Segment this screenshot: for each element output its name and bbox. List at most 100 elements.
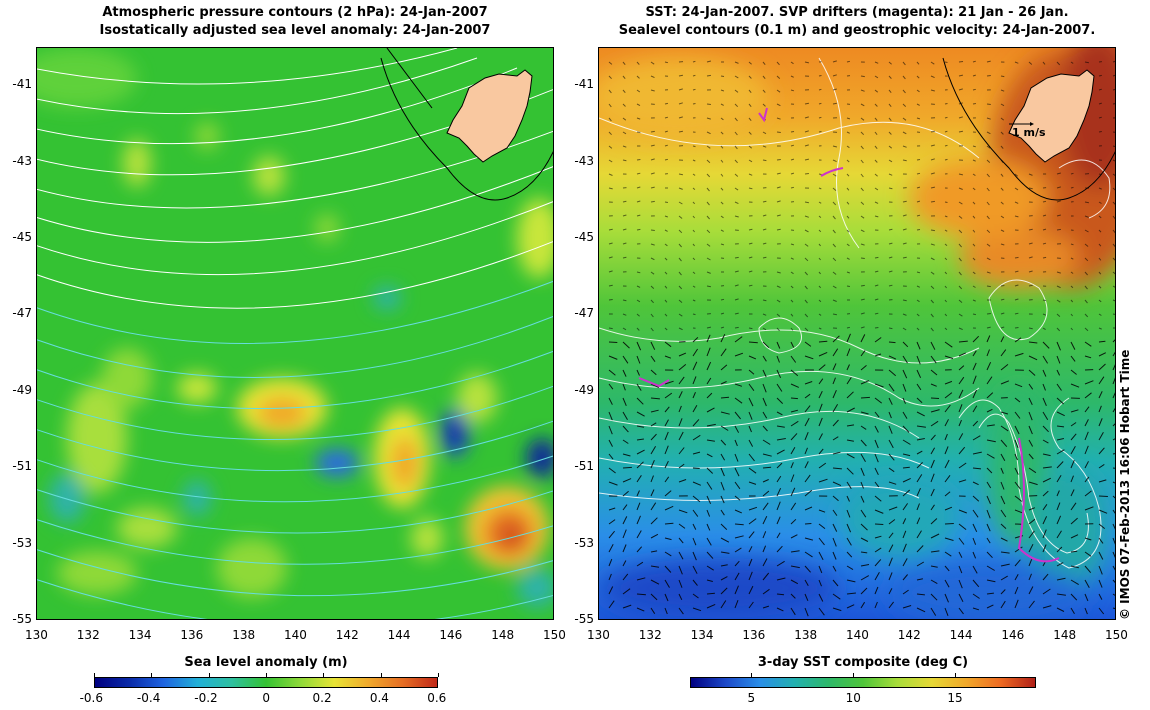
velocity-arrow <box>664 419 669 427</box>
velocity-arrow <box>846 481 852 489</box>
velocity-arrow <box>664 431 669 441</box>
velocity-arrow <box>902 159 907 162</box>
right-y-tick-label: -43 <box>574 153 594 168</box>
left-colorbar-tick-mark <box>380 673 382 677</box>
velocity-arrow <box>944 459 950 469</box>
velocity-arrow <box>664 505 674 511</box>
velocity-arrow <box>608 89 612 94</box>
velocity-arrow <box>1070 186 1074 189</box>
velocity-arrow <box>776 411 783 416</box>
velocity-arrow <box>748 341 758 344</box>
velocity-arrow <box>832 173 837 177</box>
velocity-arrow <box>608 397 613 405</box>
velocity-arrow <box>804 489 813 497</box>
velocity-arrow <box>1112 537 1115 545</box>
velocity-arrow <box>1000 312 1005 315</box>
velocity-arrow <box>1084 461 1089 469</box>
velocity-arrow <box>706 285 711 288</box>
velocity-arrow <box>888 89 892 94</box>
velocity-arrow <box>1056 515 1062 525</box>
velocity-arrow <box>748 397 754 407</box>
velocity-arrow <box>972 495 980 502</box>
velocity-arrow <box>1014 559 1021 567</box>
velocity-arrow <box>1028 228 1033 231</box>
velocity-arrow <box>762 531 767 539</box>
velocity-arrow <box>692 509 699 517</box>
velocity-arrow <box>958 173 964 176</box>
velocity-arrow <box>1112 103 1115 105</box>
velocity-arrow <box>1028 543 1034 553</box>
velocity-arrow <box>622 242 627 245</box>
velocity-arrow <box>664 327 668 331</box>
velocity-arrow <box>1042 477 1052 483</box>
velocity-arrow <box>958 271 962 276</box>
velocity-arrow <box>720 159 724 163</box>
velocity-arrow <box>1112 467 1115 469</box>
velocity-arrow <box>1112 453 1115 455</box>
velocity-arrow <box>1084 380 1094 385</box>
velocity-arrow <box>804 243 809 247</box>
velocity-arrow <box>818 131 822 133</box>
right-y-tick-label: -45 <box>574 230 594 244</box>
velocity-arrow <box>916 474 923 483</box>
velocity-arrow <box>664 158 669 161</box>
velocity-arrow <box>636 461 644 469</box>
velocity-arrow <box>706 103 711 105</box>
velocity-arrow <box>1014 411 1021 419</box>
velocity-arrow <box>1070 257 1074 260</box>
velocity-arrow <box>636 425 645 428</box>
velocity-arrow <box>902 605 912 609</box>
velocity-arrow <box>916 229 921 231</box>
velocity-arrow <box>790 502 797 511</box>
velocity-arrow <box>664 380 674 385</box>
velocity-arrow <box>762 490 770 497</box>
velocity-arrow <box>622 560 627 567</box>
velocity-arrow <box>930 144 935 147</box>
velocity-arrow <box>636 117 641 120</box>
velocity-arrow <box>776 61 780 66</box>
velocity-arrow <box>1014 173 1019 177</box>
velocity-arrow <box>986 187 990 192</box>
velocity-arrow <box>874 467 879 476</box>
velocity-arrow <box>706 495 712 505</box>
velocity-arrow <box>1112 481 1115 484</box>
velocity-arrow <box>860 89 865 92</box>
velocity-arrow <box>762 228 767 231</box>
velocity-arrow <box>1084 579 1090 588</box>
right-colorbar-title: 3-day SST composite (deg C) <box>757 655 969 670</box>
velocity-arrow <box>944 579 950 588</box>
velocity-arrow <box>678 88 683 91</box>
velocity-arrow <box>678 565 683 575</box>
velocity-arrow <box>1098 201 1102 204</box>
velocity-arrow <box>832 467 842 470</box>
velocity-arrow <box>1028 453 1034 460</box>
velocity-arrow <box>888 327 893 330</box>
velocity-arrow <box>1112 229 1115 234</box>
velocity-arrow <box>874 383 884 388</box>
velocity-arrow <box>748 467 757 474</box>
velocity-arrow <box>1056 214 1061 217</box>
right-y-tick-label: -41 <box>574 77 594 92</box>
velocity-arrow <box>902 466 910 469</box>
velocity-arrow <box>1000 551 1010 554</box>
velocity-arrow <box>636 271 641 274</box>
velocity-arrow <box>748 187 753 190</box>
velocity-arrow <box>636 577 646 581</box>
velocity-arrow <box>1112 74 1115 77</box>
velocity-arrow <box>636 438 644 441</box>
velocity-arrow <box>958 433 964 441</box>
velocity-arrow <box>622 478 632 483</box>
velocity-arrow <box>888 397 893 405</box>
velocity-arrow <box>1084 406 1090 413</box>
velocity-arrow <box>636 546 643 553</box>
velocity-arrow <box>636 172 641 175</box>
velocity-arrow <box>832 390 837 399</box>
right-x-tick-label: 142 <box>897 628 921 642</box>
velocity-arrow <box>650 243 655 246</box>
velocity-arrow <box>930 313 934 318</box>
velocity-arrow <box>846 424 855 427</box>
velocity-arrow <box>874 353 882 357</box>
velocity-arrow <box>860 187 864 192</box>
velocity-arrow <box>930 327 934 332</box>
velocity-arrow <box>1042 355 1049 364</box>
